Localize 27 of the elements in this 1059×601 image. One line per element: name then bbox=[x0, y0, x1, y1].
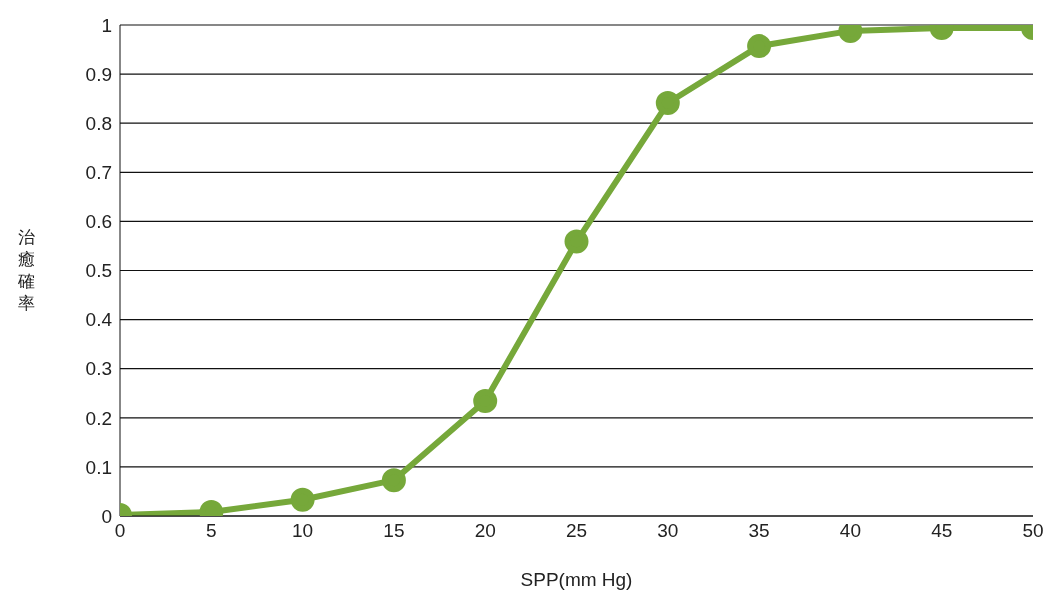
x-tick-label: 50 bbox=[1022, 520, 1044, 542]
y-tick-label: 0.2 bbox=[85, 407, 112, 429]
y-tick-label: 0.1 bbox=[85, 456, 112, 478]
point bbox=[473, 389, 498, 414]
y-axis-title: 治癒確率 bbox=[16, 227, 35, 313]
y-tick-label: 0 bbox=[101, 505, 112, 527]
x-tick-label: 20 bbox=[474, 520, 496, 542]
y-tick-label: 0.4 bbox=[85, 309, 113, 331]
x-tick-label: 10 bbox=[292, 520, 314, 542]
point bbox=[564, 229, 589, 254]
point bbox=[290, 487, 315, 512]
x-tick-label: 35 bbox=[748, 520, 770, 542]
x-tick-label: 15 bbox=[383, 520, 405, 542]
y-tick-label: 0.9 bbox=[85, 63, 112, 85]
x-tick-label: 40 bbox=[839, 520, 861, 542]
point bbox=[381, 468, 406, 493]
y-tick-label: 0.7 bbox=[85, 162, 112, 184]
y-tick-label: 0.8 bbox=[85, 112, 112, 134]
y-tick-label: 0.5 bbox=[85, 260, 112, 282]
y-tick-label: 0.6 bbox=[85, 211, 112, 233]
y-tick-label: 1 bbox=[101, 14, 112, 36]
x-tick-label: 30 bbox=[657, 520, 679, 542]
x-tick-label: 25 bbox=[565, 520, 588, 542]
y-tick-label: 0.3 bbox=[85, 358, 112, 380]
x-tick-label: 45 bbox=[931, 520, 953, 542]
x-tick-label: 5 bbox=[206, 520, 217, 542]
x-axis-title: SPP(mm Hg) bbox=[520, 569, 633, 590]
